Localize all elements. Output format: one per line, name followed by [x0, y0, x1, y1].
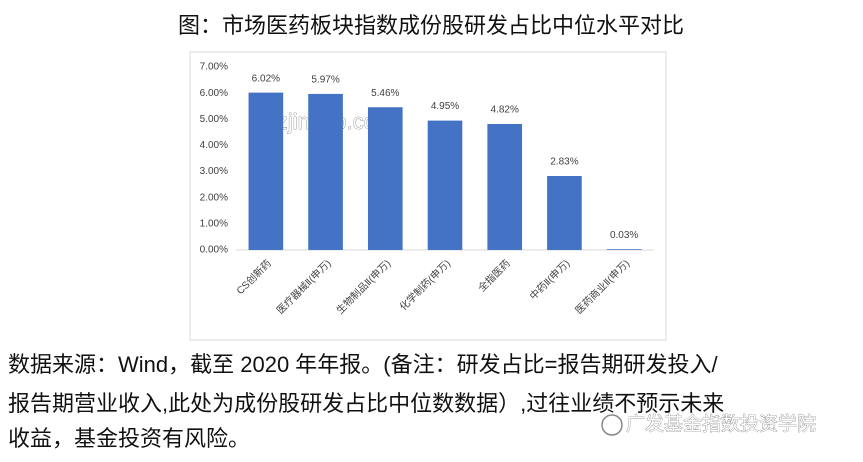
bar — [248, 92, 284, 251]
bar — [427, 120, 463, 250]
bar — [606, 249, 642, 250]
value-label: 5.46% — [371, 88, 399, 99]
bar — [487, 123, 523, 250]
y-tick-label: 3.00% — [200, 166, 228, 177]
y-tick-label: 2.00% — [200, 192, 228, 203]
bar — [547, 176, 582, 250]
value-label: 0.03% — [610, 230, 638, 241]
y-tick-label: 4.00% — [200, 140, 228, 151]
bar — [367, 107, 403, 250]
y-tick-label: 7.00% — [200, 62, 228, 73]
chart-title: 图：市场医药板块指数成份股研发占比中位水平对比 — [178, 13, 684, 38]
value-label: 6.02% — [252, 73, 280, 84]
y-tick-label: 1.00% — [200, 218, 228, 229]
caption-line: 报告期营业收入,此处为成份股研发占比中位数数据）,过往业绩不预示未来 — [8, 391, 724, 416]
brand-icon — [601, 414, 623, 436]
bar — [308, 93, 343, 250]
y-tick-label: 0.00% — [200, 245, 228, 256]
brand: 广发基金指数投资学院 — [626, 413, 816, 435]
caption-line: 收益，基金投资有风险。 — [8, 426, 250, 451]
y-tick-label: 6.00% — [200, 88, 228, 99]
value-label: 4.82% — [491, 105, 519, 116]
value-label: 2.83% — [550, 157, 578, 168]
caption-line: 数据来源：Wind，截至 2020 年年报。(备注：研发占比=报告期研发投入/ — [8, 352, 718, 377]
value-label: 4.95% — [431, 101, 459, 112]
value-label: 5.97% — [311, 75, 339, 86]
y-tick-label: 5.00% — [200, 114, 228, 125]
